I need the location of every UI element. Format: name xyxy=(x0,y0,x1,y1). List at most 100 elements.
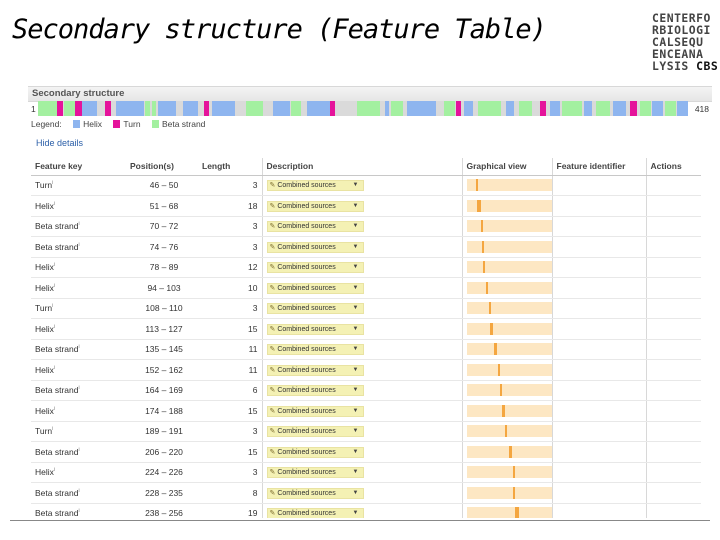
position-to[interactable]: 256 xyxy=(168,508,183,518)
position-to[interactable]: 226 xyxy=(168,467,183,478)
combined-sources-dropdown[interactable]: ✎ Combined sources ▼ xyxy=(266,467,364,479)
evidence-icon[interactable]: i xyxy=(53,405,56,412)
evidence-icon[interactable]: i xyxy=(52,303,54,310)
header-positions[interactable]: Position(s) xyxy=(126,158,198,176)
position-from[interactable]: 238 xyxy=(145,508,160,518)
track-segment-turn[interactable] xyxy=(75,101,82,116)
position-from[interactable]: 164 xyxy=(145,385,160,396)
track-segment-helix[interactable] xyxy=(384,101,390,116)
track-segment-helix[interactable] xyxy=(506,101,514,116)
combined-sources-dropdown[interactable]: ✎ Combined sources ▼ xyxy=(266,385,364,397)
combined-sources-dropdown[interactable]: ✎ Combined sources ▼ xyxy=(266,508,364,518)
position-cell[interactable]: 228 – 235 xyxy=(126,482,198,504)
combined-sources-dropdown[interactable]: ✎ Combined sources ▼ xyxy=(266,487,364,499)
position-cell[interactable]: 224 – 226 xyxy=(126,462,198,483)
position-to[interactable]: 103 xyxy=(166,282,181,293)
position-from[interactable]: 113 xyxy=(145,323,159,334)
position-cell[interactable]: 189 – 191 xyxy=(126,421,198,442)
evidence-icon[interactable]: i xyxy=(53,323,56,330)
position-cell[interactable]: 108 – 110 xyxy=(126,298,198,319)
position-from[interactable]: 108 xyxy=(145,303,160,314)
combined-sources-dropdown[interactable]: ✎ Combined sources ▼ xyxy=(266,200,364,212)
track-segment-turn[interactable] xyxy=(204,101,210,116)
header-feature-identifier[interactable]: Feature identifier xyxy=(551,158,646,176)
hide-details-link[interactable]: Hide details xyxy=(36,138,84,148)
track-segment-helix[interactable] xyxy=(652,101,664,116)
track-segment-helix[interactable] xyxy=(613,101,626,116)
combined-sources-dropdown[interactable]: ✎ Combined sources ▼ xyxy=(266,405,364,417)
track-segment-beta-strand[interactable] xyxy=(518,101,533,116)
track-segment-helix[interactable] xyxy=(464,101,474,116)
evidence-icon[interactable]: i xyxy=(53,364,56,371)
track-segment-helix[interactable] xyxy=(583,101,592,116)
evidence-icon[interactable]: i xyxy=(53,467,56,474)
track-segment-helix[interactable] xyxy=(182,101,199,116)
track-segment-helix[interactable] xyxy=(677,101,688,116)
position-cell[interactable]: 238 – 256 xyxy=(126,503,198,518)
evidence-icon[interactable]: i xyxy=(78,241,80,248)
position-cell[interactable]: 206 – 220 xyxy=(126,441,198,463)
evidence-icon[interactable]: i xyxy=(78,487,80,494)
combined-sources-dropdown[interactable]: ✎ Combined sources ▼ xyxy=(266,364,364,376)
position-from[interactable]: 174 xyxy=(145,405,160,416)
combined-sources-dropdown[interactable]: ✎ Combined sources ▼ xyxy=(266,426,364,438)
position-cell[interactable]: 164 – 169 xyxy=(126,380,198,401)
combined-sources-dropdown[interactable]: ✎ Combined sources ▼ xyxy=(266,323,364,335)
track-segment-beta-strand[interactable] xyxy=(443,101,455,116)
track-segment-helix[interactable] xyxy=(115,101,144,116)
position-from[interactable]: 78 xyxy=(149,262,160,273)
position-to[interactable]: 76 xyxy=(168,241,179,252)
combined-sources-dropdown[interactable]: ✎ Combined sources ▼ xyxy=(266,180,364,192)
position-cell[interactable]: 74 – 76 xyxy=(126,236,198,258)
track-segment-helix[interactable] xyxy=(272,101,290,116)
position-to[interactable]: 68 xyxy=(168,200,179,211)
header-length[interactable]: Length xyxy=(198,158,262,176)
track-segment-helix[interactable] xyxy=(212,101,236,116)
position-to[interactable]: 188 xyxy=(168,405,183,416)
evidence-icon[interactable]: i xyxy=(78,385,80,392)
evidence-icon[interactable]: i xyxy=(78,508,80,515)
track-segment-beta-strand[interactable] xyxy=(390,101,404,116)
evidence-icon[interactable]: i xyxy=(78,221,80,228)
track-segment-beta-strand[interactable] xyxy=(478,101,502,116)
position-cell[interactable]: 94 – 103 xyxy=(126,277,198,299)
position-cell[interactable]: 51 – 68 xyxy=(126,195,198,217)
track-segment-beta-strand[interactable] xyxy=(246,101,264,116)
position-from[interactable]: 224 xyxy=(145,467,160,478)
evidence-icon[interactable]: i xyxy=(52,426,54,433)
position-cell[interactable]: 46 – 50 xyxy=(126,175,198,196)
track-segment-beta-strand[interactable] xyxy=(562,101,583,116)
position-cell[interactable]: 152 – 162 xyxy=(126,359,198,381)
track-segment-turn[interactable] xyxy=(56,101,63,116)
position-to[interactable]: 220 xyxy=(168,446,183,457)
position-to[interactable]: 162 xyxy=(168,364,183,375)
position-from[interactable]: 94 xyxy=(147,282,157,293)
combined-sources-dropdown[interactable]: ✎ Combined sources ▼ xyxy=(266,446,364,458)
position-from[interactable]: 189 xyxy=(145,426,160,437)
position-cell[interactable]: 174 – 188 xyxy=(126,400,198,422)
position-from[interactable]: 206 xyxy=(145,446,160,457)
position-to[interactable]: 127 xyxy=(168,323,183,334)
track-segment-beta-strand[interactable] xyxy=(291,101,301,116)
position-from[interactable]: 228 xyxy=(145,487,160,498)
header-description[interactable]: Description xyxy=(261,158,462,176)
track-segment-turn[interactable] xyxy=(540,101,547,116)
track-segment-beta-strand[interactable] xyxy=(38,101,57,116)
position-cell[interactable]: 70 – 72 xyxy=(126,216,198,237)
position-cell[interactable]: 113 – 127 xyxy=(126,318,198,340)
header-feature-key[interactable]: Feature key xyxy=(31,158,126,176)
track-segment-turn[interactable] xyxy=(330,101,335,116)
track-segment-beta-strand[interactable] xyxy=(145,101,150,116)
track-segment-beta-strand[interactable] xyxy=(151,101,157,116)
position-to[interactable]: 89 xyxy=(168,262,179,273)
evidence-icon[interactable]: i xyxy=(78,446,80,453)
position-from[interactable]: 74 xyxy=(149,241,160,252)
position-to[interactable]: 145 xyxy=(168,344,183,355)
track-segment-helix[interactable] xyxy=(307,101,331,116)
track-segment-beta-strand[interactable] xyxy=(64,101,76,116)
track-segment-turn[interactable] xyxy=(104,101,112,116)
position-from[interactable]: 135 xyxy=(145,344,160,355)
combined-sources-dropdown[interactable]: ✎ Combined sources ▼ xyxy=(266,262,364,274)
position-from[interactable]: 46 xyxy=(149,180,160,191)
combined-sources-dropdown[interactable]: ✎ Combined sources ▼ xyxy=(266,344,364,356)
